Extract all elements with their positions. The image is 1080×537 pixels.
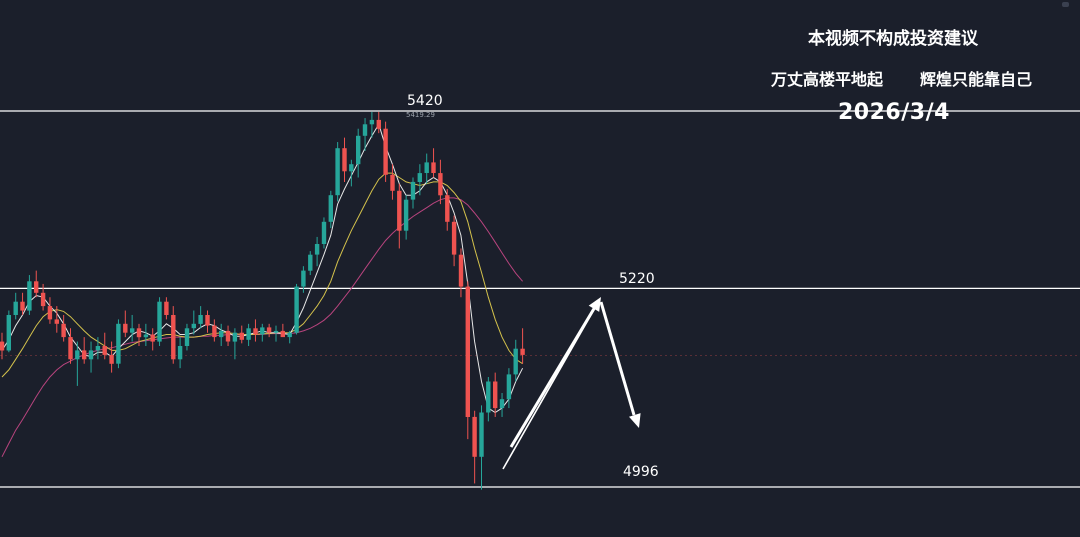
candle-body: [6, 315, 11, 351]
candle-body: [47, 306, 53, 320]
candle-body: [54, 319, 59, 324]
candle-body: [123, 323, 128, 333]
candle-body: [273, 330, 279, 333]
level-label-bottom: 4996: [623, 464, 659, 480]
candle-body: [171, 315, 176, 360]
ma-fast-line: [1, 123, 524, 414]
candle-body: [205, 315, 210, 326]
candle-body: [102, 346, 107, 355]
candle-body: [451, 221, 457, 255]
candle-body: [356, 135, 361, 165]
candle-body: [143, 334, 149, 338]
candle-body: [27, 281, 32, 311]
candle-body: [445, 195, 450, 222]
candle-body: [431, 162, 436, 173]
candle-body: [266, 327, 272, 333]
candle-body: [458, 254, 464, 287]
ma-mid-line: [1, 172, 523, 378]
candle-body: [397, 190, 402, 231]
candle-body: [253, 328, 258, 335]
candle-body: [61, 323, 66, 338]
motto-right-text: 辉煌只能靠自己: [920, 70, 1033, 89]
down-arrow-line: [599, 301, 636, 416]
candle-body: [13, 301, 18, 315]
candle-body: [438, 173, 443, 196]
candle-body: [68, 337, 73, 360]
candle-body: [424, 162, 429, 173]
candle-body: [232, 332, 238, 342]
candle-body: [417, 173, 422, 182]
candle-body: [198, 315, 203, 324]
candle-body: [342, 148, 347, 172]
candle-body: [362, 124, 368, 136]
candle-body: [390, 174, 395, 191]
candle-body: [308, 254, 313, 271]
candle-body: [157, 301, 162, 342]
down-arrowhead-icon: [629, 413, 641, 428]
candle-body: [499, 399, 505, 409]
candle-body: [177, 346, 183, 360]
candle-body: [219, 330, 224, 338]
candle-body: [506, 374, 512, 400]
candle-body: [287, 332, 292, 338]
candle-body: [349, 164, 354, 172]
candle-body: [34, 281, 39, 293]
motto-left-text: 万丈高楼平地起: [771, 70, 884, 89]
candle-body: [95, 346, 101, 351]
menu-dot-icon: [1062, 2, 1069, 7]
candle-body: [479, 412, 484, 457]
peak-price-label: 5419.29: [406, 111, 435, 119]
candle-body: [513, 348, 518, 375]
candle-body: [520, 348, 525, 355]
candle-body: [191, 323, 196, 329]
candle-body: [335, 148, 340, 196]
candle-body: [328, 195, 333, 222]
candle-body: [184, 328, 190, 346]
candle-body: [75, 350, 80, 360]
candle-body: [301, 270, 306, 287]
candle-body: [164, 301, 169, 315]
candle-body: [150, 334, 155, 342]
level-label-mid: 5220: [619, 271, 655, 287]
candle-body: [225, 330, 231, 342]
candle-body: [472, 416, 477, 457]
candle-body: [88, 350, 94, 360]
candle-body: [246, 328, 251, 340]
up-arrow-line: [509, 306, 597, 448]
candle-body: [465, 286, 470, 417]
candle-body: [410, 181, 416, 200]
candle-body: [20, 301, 25, 311]
candle-body: [294, 286, 299, 333]
candle-body: [212, 325, 217, 338]
up-arrowhead-icon: [588, 297, 601, 312]
candle-body: [383, 128, 388, 175]
candle-body: [486, 381, 491, 413]
candle-body: [376, 119, 381, 129]
candle-body: [403, 199, 409, 231]
candle-body: [260, 327, 265, 335]
level-label-top: 5420: [407, 93, 443, 109]
candle-body: [239, 332, 244, 340]
date-text: 2026/3/4: [838, 100, 950, 125]
candle-body: [369, 119, 375, 125]
disclaimer-text: 本视频不构成投资建议: [808, 29, 978, 49]
candle-body: [109, 354, 114, 364]
candle-body: [130, 328, 135, 333]
candle-body: [314, 244, 320, 255]
candle-body: [40, 292, 46, 307]
candle-body: [493, 381, 498, 409]
candle-body: [0, 341, 5, 351]
candle-body: [280, 330, 285, 338]
candle-body: [321, 221, 327, 244]
candle-body: [136, 328, 142, 338]
candle-body: [82, 350, 87, 360]
candle-body: [116, 323, 121, 364]
